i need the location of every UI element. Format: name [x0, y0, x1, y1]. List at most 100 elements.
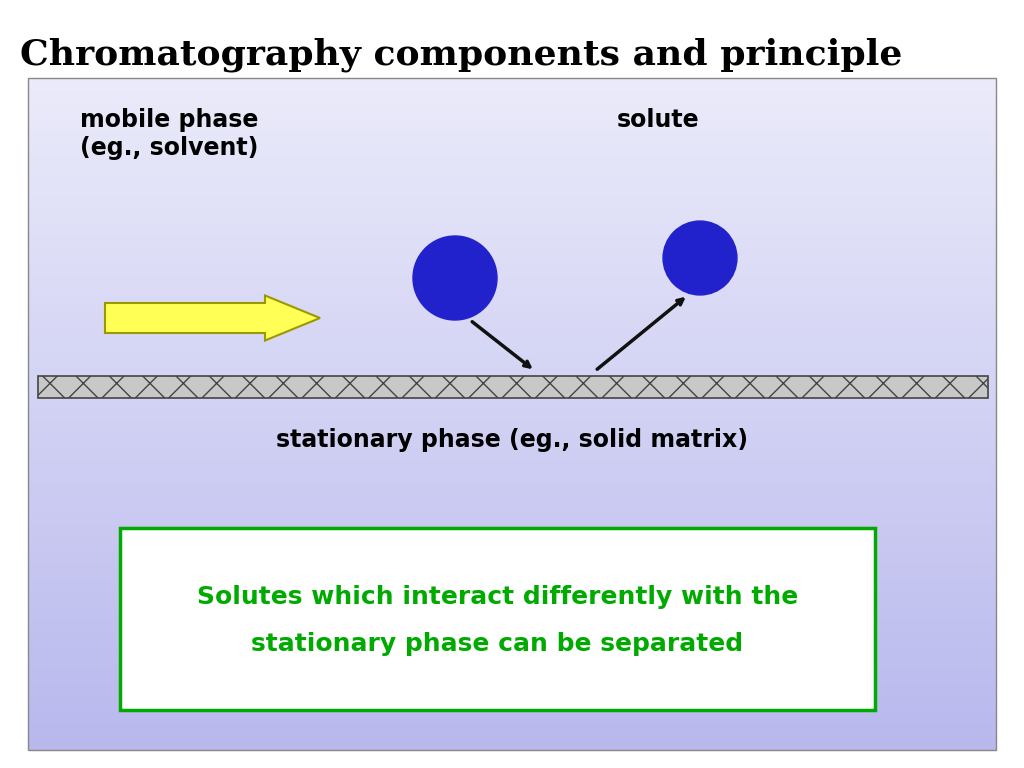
- Polygon shape: [28, 293, 996, 296]
- Polygon shape: [28, 653, 996, 656]
- Polygon shape: [28, 434, 996, 438]
- Polygon shape: [28, 175, 996, 179]
- Polygon shape: [28, 448, 996, 451]
- Polygon shape: [28, 578, 996, 582]
- Polygon shape: [28, 283, 996, 286]
- Polygon shape: [28, 81, 996, 84]
- Polygon shape: [28, 286, 996, 290]
- Polygon shape: [28, 431, 996, 434]
- Polygon shape: [28, 733, 996, 737]
- Text: Solutes which interact differently with the: Solutes which interact differently with …: [197, 585, 798, 609]
- Polygon shape: [28, 223, 996, 226]
- Polygon shape: [28, 441, 996, 444]
- Polygon shape: [28, 723, 996, 727]
- FancyBboxPatch shape: [120, 528, 874, 710]
- Polygon shape: [28, 357, 996, 360]
- Polygon shape: [28, 182, 996, 186]
- Polygon shape: [28, 246, 996, 250]
- Polygon shape: [28, 478, 996, 482]
- Polygon shape: [28, 219, 996, 223]
- Polygon shape: [28, 461, 996, 465]
- Polygon shape: [28, 169, 996, 172]
- Polygon shape: [28, 390, 996, 394]
- Polygon shape: [28, 515, 996, 518]
- Polygon shape: [28, 612, 996, 616]
- Polygon shape: [28, 498, 996, 502]
- Polygon shape: [28, 555, 996, 558]
- Polygon shape: [28, 444, 996, 448]
- Polygon shape: [28, 720, 996, 723]
- Polygon shape: [28, 313, 996, 316]
- Polygon shape: [28, 111, 996, 115]
- Polygon shape: [28, 300, 996, 303]
- Polygon shape: [28, 387, 996, 390]
- Polygon shape: [28, 243, 996, 246]
- Polygon shape: [28, 740, 996, 743]
- Polygon shape: [28, 138, 996, 142]
- Polygon shape: [28, 135, 996, 138]
- Polygon shape: [28, 737, 996, 740]
- Polygon shape: [28, 686, 996, 690]
- Polygon shape: [28, 602, 996, 605]
- Polygon shape: [28, 142, 996, 145]
- Polygon shape: [28, 347, 996, 350]
- Polygon shape: [28, 407, 996, 411]
- Polygon shape: [28, 384, 996, 387]
- Polygon shape: [28, 266, 996, 270]
- Polygon shape: [28, 88, 996, 91]
- Text: stationary phase (eg., solid matrix): stationary phase (eg., solid matrix): [276, 428, 748, 452]
- Polygon shape: [28, 639, 996, 643]
- Polygon shape: [28, 363, 996, 367]
- Polygon shape: [28, 673, 996, 676]
- Polygon shape: [28, 340, 996, 343]
- Polygon shape: [28, 707, 996, 710]
- Polygon shape: [28, 703, 996, 707]
- Ellipse shape: [413, 236, 497, 320]
- Polygon shape: [28, 626, 996, 629]
- Text: mobile phase
(eg., solvent): mobile phase (eg., solvent): [80, 108, 258, 160]
- Polygon shape: [28, 670, 996, 673]
- Polygon shape: [28, 250, 996, 253]
- Polygon shape: [28, 179, 996, 182]
- Polygon shape: [28, 609, 996, 612]
- Polygon shape: [28, 619, 996, 622]
- Polygon shape: [28, 84, 996, 88]
- Polygon shape: [28, 551, 996, 555]
- Polygon shape: [28, 582, 996, 585]
- Polygon shape: [28, 108, 996, 111]
- Polygon shape: [28, 132, 996, 135]
- Polygon shape: [28, 475, 996, 478]
- Polygon shape: [28, 192, 996, 196]
- Polygon shape: [28, 296, 996, 300]
- Polygon shape: [28, 353, 996, 357]
- Polygon shape: [28, 306, 996, 310]
- Polygon shape: [28, 492, 996, 495]
- Polygon shape: [28, 121, 996, 125]
- Text: Chromatography components and principle: Chromatography components and principle: [20, 38, 902, 72]
- Polygon shape: [28, 632, 996, 636]
- Polygon shape: [28, 488, 996, 492]
- Polygon shape: [28, 592, 996, 595]
- Polygon shape: [28, 518, 996, 521]
- Polygon shape: [28, 565, 996, 568]
- Polygon shape: [28, 411, 996, 414]
- Polygon shape: [28, 263, 996, 266]
- Polygon shape: [28, 172, 996, 175]
- Polygon shape: [28, 465, 996, 468]
- Polygon shape: [28, 159, 996, 162]
- Polygon shape: [28, 683, 996, 686]
- Polygon shape: [28, 659, 996, 663]
- Polygon shape: [28, 680, 996, 683]
- Polygon shape: [28, 125, 996, 128]
- Polygon shape: [28, 323, 996, 326]
- Polygon shape: [28, 622, 996, 626]
- Polygon shape: [28, 417, 996, 421]
- Polygon shape: [28, 636, 996, 639]
- Polygon shape: [28, 256, 996, 260]
- Polygon shape: [28, 438, 996, 441]
- Polygon shape: [28, 455, 996, 458]
- Polygon shape: [28, 511, 996, 515]
- Polygon shape: [28, 236, 996, 240]
- Polygon shape: [28, 693, 996, 697]
- Polygon shape: [28, 196, 996, 199]
